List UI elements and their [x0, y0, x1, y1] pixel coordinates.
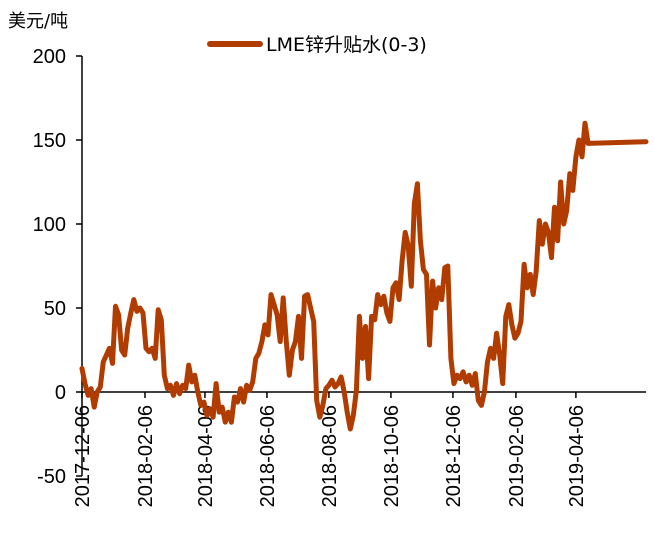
y-tick-label: -50: [37, 466, 66, 488]
x-tick-label: 2019-02-06: [506, 405, 528, 507]
x-tick-label: 2018-12-06: [443, 405, 465, 507]
y-tick-label: 150: [33, 130, 66, 152]
y-tick-label: 50: [44, 298, 66, 320]
legend: LME锌升贴水(0-3): [207, 34, 427, 56]
x-axis-ticks: 2017-12-06 2018-02-06 2018-04-06 2018-06-06…: [72, 392, 588, 507]
x-tick-label: 2017-12-06: [72, 405, 94, 507]
legend-label: LME锌升贴水(0-3): [266, 34, 427, 56]
x-tick-label: 2018-06-06: [257, 405, 279, 507]
y-tick-label: 200: [33, 46, 66, 68]
y-axis-ticks: 200 150 100 50 0 -50: [33, 46, 82, 488]
y-tick-label: 0: [55, 382, 66, 404]
series-line-lme-zinc-spread: [79, 120, 649, 432]
y-tick-label: 100: [33, 214, 66, 236]
x-tick-label: 2018-08-06: [319, 405, 341, 507]
x-tick-label: 2018-10-06: [381, 405, 403, 507]
unit-label: 美元/吨: [8, 11, 68, 32]
x-tick-label: 2018-04-06: [195, 405, 217, 507]
x-tick-label: 2019-04-06: [566, 405, 588, 507]
x-tick-label: 2018-02-06: [135, 405, 157, 507]
